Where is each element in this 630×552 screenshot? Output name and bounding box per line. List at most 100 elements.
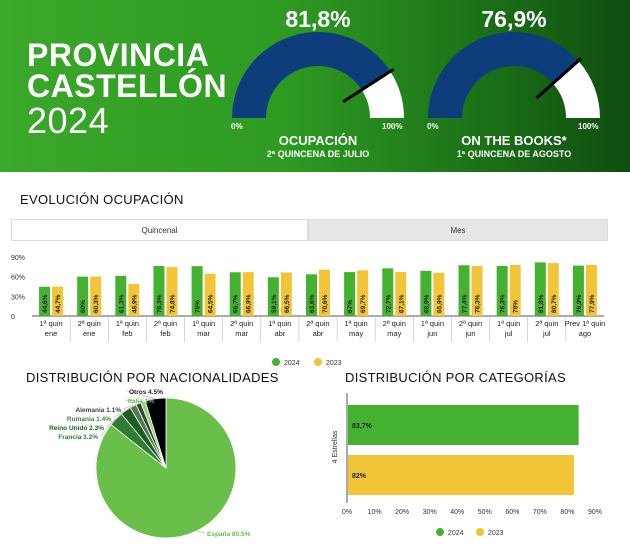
pie-leader-line xyxy=(122,403,139,410)
bar-value-label: 66,7% xyxy=(233,294,240,313)
x-tick-label: 90% xyxy=(588,509,602,516)
x-tick-label: 20% xyxy=(395,509,409,516)
gauge-sublabel: 2ª QUINCENA DE JULIO xyxy=(266,149,370,159)
categories-bar-chart: 0% 10% 20% 30% 40% 50% 60% 70% 80% 90% 4 Estrellas… xyxy=(332,393,602,537)
bar-value-label: 72,7% xyxy=(385,294,392,313)
bar-value-label: 48,9% xyxy=(131,294,138,313)
tab-quincenal[interactable]: Quincenal xyxy=(11,219,308,241)
x-tick-label: 10% xyxy=(368,509,382,516)
x-tick-label: jun xyxy=(426,329,437,338)
bar-value-label: 76,3% xyxy=(500,294,507,313)
gauge-filled-arc xyxy=(428,31,579,119)
bar-value-label: 74,8% xyxy=(169,294,176,313)
bar-value-label: 67% xyxy=(347,300,354,313)
bar-2024 xyxy=(572,265,584,316)
x-tick-label: ene xyxy=(45,329,58,338)
x-tick-label: 1ª quin xyxy=(345,319,368,328)
x-tick-label: 80% xyxy=(560,509,574,516)
bar-2024 xyxy=(229,272,241,316)
bar-value-label: 59,1% xyxy=(271,294,278,313)
bar-2024 xyxy=(267,277,279,316)
tab-mes[interactable]: Mes xyxy=(308,219,608,241)
bar-value-label: 60% xyxy=(80,300,87,313)
bar-value-label: 67,1% xyxy=(398,294,405,313)
bar-value-label: 68,9% xyxy=(423,294,430,313)
pie-leader-line xyxy=(196,530,206,534)
x-tick-label: 2ª quin xyxy=(459,319,482,328)
x-tick-label: 40% xyxy=(450,509,464,516)
y-tick-label: 90% xyxy=(11,255,25,262)
bar-2024 xyxy=(420,270,432,316)
nationalities-pie-chart: España 80.5% Francia 3.2% Reino Unido 2.3%… xyxy=(49,389,251,539)
bar-2023 xyxy=(395,272,407,316)
x-tick-label: 70% xyxy=(533,509,547,516)
x-tick-label: 2ª quin xyxy=(230,319,253,328)
x-tick-label: 60% xyxy=(505,509,519,516)
legend-label: 2023 xyxy=(488,530,504,537)
x-tick-label: 1ª quin xyxy=(192,319,215,328)
bar-2023 xyxy=(242,272,254,316)
bar-2023 xyxy=(509,264,521,316)
bar-2023 xyxy=(319,269,330,316)
gauge-graphic xyxy=(232,32,404,118)
x-tick-label: 2ª quin xyxy=(383,319,406,328)
bar-value-label: 76,9% xyxy=(576,294,583,313)
gauge-max: 100% xyxy=(578,122,599,131)
gauge-label: OCUPACIÓN xyxy=(278,133,358,148)
occupancy-gauge: 81,8% 0% 100% OCUPACIÓN 2ª QUINCENA DE J… xyxy=(228,0,408,172)
gauge-needle xyxy=(535,57,583,100)
bar-value-label: 65,9% xyxy=(436,294,443,313)
bar-2024 xyxy=(348,405,579,445)
category-label: 4 Estrellas xyxy=(332,430,339,463)
bar-2024 xyxy=(458,265,470,316)
y-tick-label: 0 xyxy=(11,314,15,321)
pie-slice-label: Alemania 1.1% xyxy=(75,407,121,414)
bar-value-label: 66,9% xyxy=(246,294,253,313)
bar-value-label: 44,7% xyxy=(55,294,62,313)
x-tick-label: may xyxy=(349,329,363,338)
bar-value-label: 82% xyxy=(352,473,367,480)
pie-slice-label: Reino Unido 2.3% xyxy=(49,425,104,432)
x-tick-label: jul xyxy=(542,329,551,338)
x-tick-label: 1ª quin xyxy=(116,319,139,328)
x-tick-label: mar xyxy=(197,329,210,338)
legend-marker xyxy=(314,358,322,366)
bar-value-label: 77,9% xyxy=(589,294,596,313)
gauge-value: 76,9% xyxy=(481,6,547,32)
x-tick-label: 30% xyxy=(423,509,437,516)
pie-slice xyxy=(144,397,167,469)
period-tabs: Quincenal Mes xyxy=(11,219,608,241)
bar-2023 xyxy=(128,283,140,316)
pie-slice-label: Francia 3.2% xyxy=(58,434,98,441)
x-tick-label: 2ª quin xyxy=(535,319,558,328)
bar-2023 xyxy=(433,272,445,316)
bar-2024 xyxy=(153,265,165,316)
bar-2024 xyxy=(191,266,203,316)
x-tick-label: Prev 1ª quin xyxy=(565,319,606,328)
bar-2024 xyxy=(344,272,356,316)
x-tick-label: 50% xyxy=(478,509,492,516)
bar-2024 xyxy=(534,262,546,316)
x-tick-label: 2ª quin xyxy=(306,319,329,328)
bar-2023 xyxy=(280,272,292,316)
bar-2023 xyxy=(348,455,574,495)
bar-value-label: 76% xyxy=(195,300,202,313)
bar-2024 xyxy=(77,276,89,316)
pie-leader-line xyxy=(125,399,144,403)
pie-slice-label: Rumania 1.4% xyxy=(67,416,111,423)
x-tick-label: 2ª quin xyxy=(154,319,177,328)
x-tick-label: ene xyxy=(83,329,96,338)
bar-2023 xyxy=(52,286,64,316)
x-tick-label: feb xyxy=(160,329,170,338)
pie-slice-label: Otros 4.5% xyxy=(129,389,163,396)
bar-value-label: 78% xyxy=(513,300,520,313)
title-line-2: CASTELLÓN xyxy=(27,68,228,104)
pie-slice-label: Italia 1% xyxy=(128,398,154,405)
legend-marker xyxy=(476,528,484,536)
bar-value-label: 61,3% xyxy=(118,294,125,313)
on-the-books-gauge: 76,9% 0% 100% ON THE BOOKS* 1ª QUINCENA … xyxy=(424,0,604,172)
nationalities-title: DISTRIBUCIÓN POR NACIONALIDADES xyxy=(26,370,279,385)
gauge-graphic xyxy=(428,31,600,119)
bar-2024 xyxy=(39,286,51,316)
x-tick-label: abr xyxy=(274,329,285,338)
